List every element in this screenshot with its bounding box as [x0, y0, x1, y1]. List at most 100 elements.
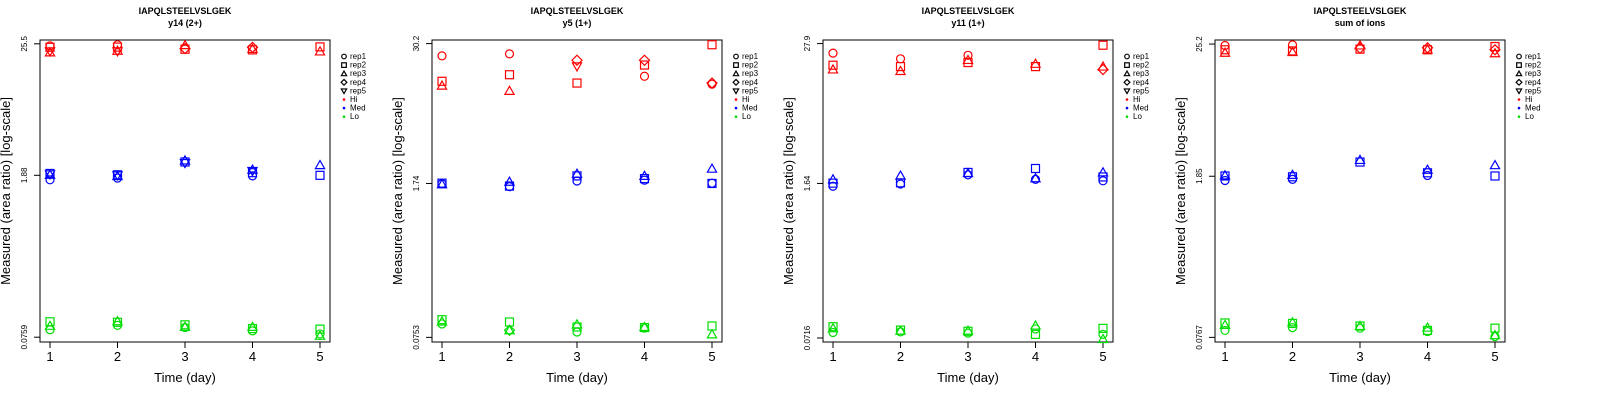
data-point-med-rep1 — [1422, 170, 1433, 181]
legend-symbol-rep3 — [340, 69, 348, 77]
data-point-hi-rep3 — [179, 39, 191, 50]
data-point-lo-rep3 — [962, 324, 974, 335]
data-point-med-rep2 — [1490, 171, 1500, 181]
data-point-hi-rep3 — [1097, 60, 1109, 71]
y-tick-label: 1.74 — [412, 175, 421, 191]
legend-label-lo: Lo — [1133, 112, 1142, 121]
data-point-hi-rep2 — [1490, 41, 1500, 52]
legend-label-rep2: rep2 — [1525, 61, 1542, 70]
legend-symbol-rep2 — [341, 62, 347, 68]
x-tick-label: 1 — [829, 349, 836, 364]
data-point-med-rep1 — [707, 178, 717, 188]
legend-symbol-rep5 — [732, 88, 740, 95]
data-point-lo-rep3 — [706, 328, 718, 339]
y-tick-label: 0.0759 — [20, 324, 29, 349]
data-point-hi-rep4 — [1097, 63, 1109, 76]
legend-label-hi: Hi — [742, 95, 750, 104]
data-point-hi-rep4 — [706, 77, 718, 89]
chart-subtitle: sum of ions — [1335, 18, 1386, 28]
data-point-hi-rep3 — [436, 79, 448, 90]
legend-label-rep1: rep1 — [742, 52, 759, 61]
y-axis-label: Measured (area ratio) [log-scale] — [781, 97, 796, 285]
y-tick-label: 25.5 — [20, 35, 29, 51]
data-point-hi-rep4 — [638, 54, 651, 67]
data-point-lo-rep2 — [1098, 323, 1108, 333]
legend-label-med: Med — [742, 104, 758, 113]
legend-symbol-rep4 — [340, 78, 348, 87]
legend-symbol-rep1 — [733, 53, 739, 60]
data-point-med-rep3 — [246, 163, 259, 174]
chart-subtitle: y11 (1+) — [951, 18, 984, 28]
legend-symbol-rep1 — [341, 53, 347, 60]
x-tick-label: 5 — [316, 349, 323, 364]
data-point-med-rep3 — [962, 167, 974, 178]
chart-panel-4: IAPQLSTEELVSLGEK sum of ions 1 2 3 4 5 0.0767 1.… — [1173, 6, 1542, 385]
legend-label-lo: Lo — [1525, 112, 1534, 121]
x-tick-label: 3 — [181, 349, 188, 364]
data-point-hi-rep4 — [571, 54, 583, 67]
data-point-hi-rep3 — [503, 85, 516, 95]
legend-symbol-rep3 — [732, 69, 740, 77]
plot-frame — [1214, 39, 1506, 343]
data-point-hi-rep3 — [827, 63, 839, 74]
data-point-med-rep3 — [1029, 172, 1042, 183]
data-point-lo-rep1 — [572, 327, 582, 337]
x-tick-label: 3 — [573, 349, 580, 364]
legend-dot-med — [1125, 106, 1129, 110]
legend-label-rep1: rep1 — [1133, 52, 1150, 61]
data-point-med-rep1 — [45, 175, 55, 185]
legend-label-lo: Lo — [742, 112, 751, 121]
legend-symbol-rep4 — [1123, 78, 1131, 87]
data-point-hi-rep1 — [895, 54, 906, 64]
data-point-lo-rep3 — [246, 321, 259, 331]
x-tick-label: 3 — [1356, 349, 1363, 364]
x-tick-label: 2 — [897, 349, 904, 364]
data-point-hi-rep2 — [1098, 40, 1108, 50]
data-point-hi-rep2 — [437, 76, 447, 86]
legend-dot-med — [734, 106, 738, 110]
data-point-med-rep5 — [246, 166, 259, 177]
legend-dot-med — [342, 106, 346, 110]
data-point-lo-rep2 — [1030, 329, 1041, 339]
y-tick-label: 1.64 — [803, 175, 812, 191]
legend-label-rep4: rep4 — [1525, 78, 1542, 87]
chart-panel-3: IAPQLSTEELVSLGEK y11 (1+) 1 2 3 4 5 0.0716 1.64 2… — [781, 6, 1150, 385]
data-point-lo-rep1 — [315, 329, 325, 339]
legend-label-med: Med — [1525, 104, 1541, 113]
data-point-med-rep3 — [1286, 169, 1299, 179]
legend-symbol-rep3 — [1123, 69, 1131, 77]
data-point-med-rep5 — [44, 170, 56, 181]
legend-symbol-rep4 — [1515, 78, 1523, 87]
data-point-med-rep3 — [1489, 159, 1501, 170]
x-tick-label: 4 — [641, 349, 648, 364]
data-point-lo-rep2 — [437, 315, 447, 325]
data-point-hi-rep3 — [962, 54, 974, 65]
legend-dot-hi — [342, 98, 346, 101]
data-point-lo-rep2 — [1220, 318, 1230, 328]
legend-label-rep5: rep5 — [350, 86, 367, 95]
legend-dot-med — [1517, 106, 1521, 110]
y-axis-label: Measured (area ratio) [log-scale] — [1173, 97, 1188, 285]
data-point-hi-rep4 — [1489, 43, 1501, 56]
data-point-lo-rep3 — [1354, 320, 1366, 331]
legend-label-hi: Hi — [1133, 95, 1141, 104]
chart-title: IAPQLSTEELVSLGEK — [1314, 6, 1407, 16]
legend-label-rep5: rep5 — [1133, 86, 1150, 95]
data-point-med-rep1 — [572, 176, 582, 186]
data-point-hi-rep3 — [111, 44, 124, 55]
data-point-hi-rep2 — [504, 70, 515, 80]
data-point-med-rep1 — [963, 170, 973, 180]
legend-label-hi: Hi — [1525, 95, 1533, 104]
data-point-med-rep3 — [1097, 166, 1109, 177]
data-point-lo-rep1 — [828, 327, 838, 338]
data-point-lo-rep2 — [112, 317, 123, 327]
data-point-hi-rep1 — [1287, 40, 1298, 50]
data-point-lo-rep3 — [503, 324, 516, 335]
y-tick-label: 0.0767 — [1195, 325, 1204, 350]
x-tick-label: 5 — [708, 349, 715, 364]
data-point-hi-rep2 — [1220, 45, 1230, 55]
data-point-med-rep3 — [436, 178, 448, 189]
data-point-lo-rep2 — [1490, 323, 1500, 333]
legend-label-rep3: rep3 — [350, 69, 367, 78]
data-point-med-rep3 — [1219, 169, 1231, 180]
